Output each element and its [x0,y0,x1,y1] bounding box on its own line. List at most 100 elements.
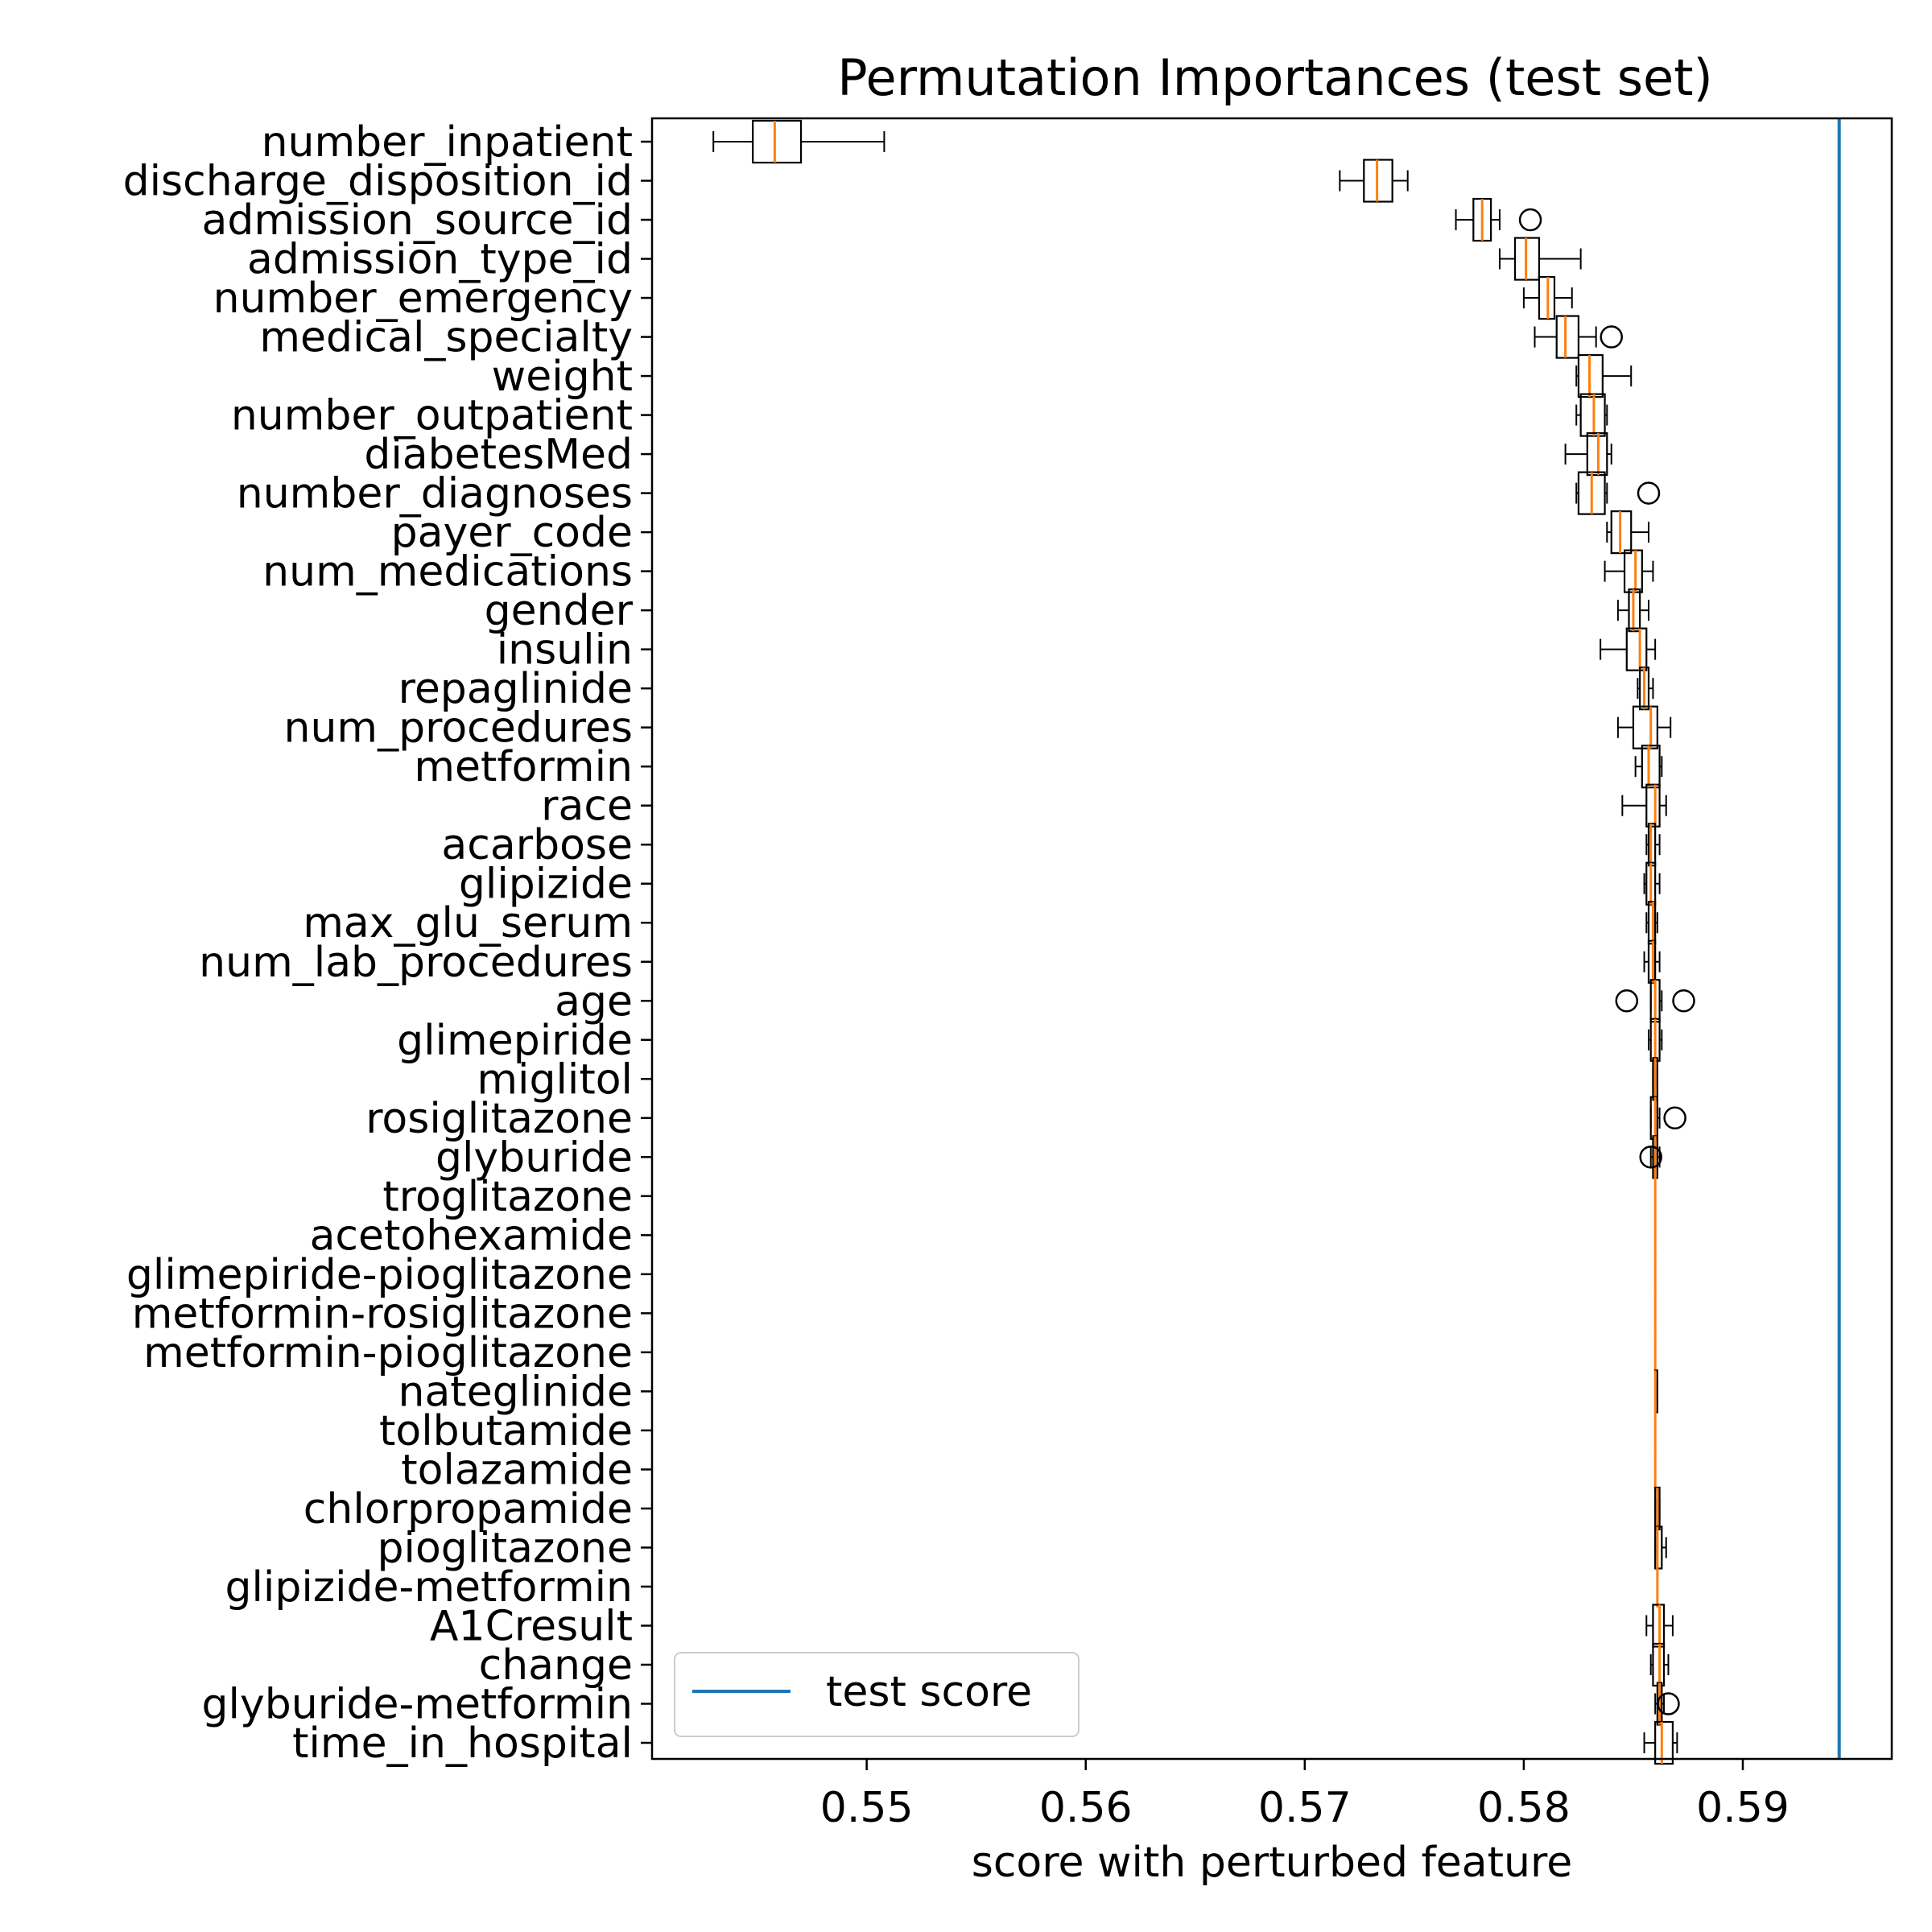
box-admission-source-id [1455,197,1542,242]
box-chlorpropamide [1654,1486,1661,1531]
legend-label-test-score: test score [826,1668,1032,1716]
y-tick-label-glimepiride-pioglitazone: glimepiride-pioglitazone [126,1251,633,1299]
y-tick-label-admission-source-id: admission_source_id [201,196,633,245]
box-number-inpatient [712,119,886,164]
y-tick-label-age: age [555,977,633,1026]
box-weight [1575,353,1633,398]
box-nateglinide [1653,1369,1658,1414]
x-tick-label: 0.56 [1039,1784,1133,1832]
y-tick-label-pioglitazone: pioglitazone [378,1524,633,1572]
box-number-diagnoses [1575,471,1661,515]
x-tick-label: 0.57 [1258,1784,1352,1832]
y-tick-label-acarbose: acarbose [441,821,633,869]
box-number-outpatient [1575,393,1608,437]
box-metformin [1634,745,1663,789]
y-tick-label-metformin-pioglitazone: metformin-pioglitazone [143,1329,633,1377]
y-tick-label-tolazamide: tolazamide [401,1446,633,1494]
outlier-point [1663,1106,1686,1130]
y-tick-label-diabetesmed: diabetesMed [364,431,633,479]
box-pioglitazone [1654,1525,1667,1570]
y-tick-label-glipizide: glipizide [459,861,633,909]
y-tick-label-num-procedures: num_procedures [284,704,634,753]
y-axis: number_inpatientdischarge_disposition_id… [123,118,652,1768]
y-tick-label-glyburide: glyburide [436,1133,633,1182]
x-tick-label: 0.55 [820,1784,914,1832]
y-tick-label-max-glu-serum: max_glu_serum [303,899,633,947]
y-tick-label-admission-type-id: admission_type_id [247,236,633,284]
y-tick-label-number-outpatient: number_outpatient [231,392,633,440]
outlier-point [1615,989,1639,1013]
box-glimepiride [1647,1018,1663,1062]
box-discharge-disposition-id [1339,159,1409,203]
box-gender [1616,588,1649,633]
plot-frame [650,117,1893,1761]
box-iqr [1641,745,1661,789]
box-iqr [1654,1720,1674,1765]
box-number-emergency [1522,275,1573,320]
y-tick-label-insulin: insulin [497,626,633,675]
y-tick-label-gender: gender [485,587,634,635]
box-num-medications [1604,549,1654,593]
box-payer-code [1606,510,1649,555]
y-tick-label-weight: weight [492,353,633,401]
box-glyburide-metformin [1654,1682,1680,1726]
y-tick-label-glyburide-metformin: glyburide-metformin [202,1680,633,1728]
y-tick-label-rosiglitazone: rosiglitazone [365,1095,633,1143]
x-axis-label: score with perturbed feature [972,1839,1572,1887]
y-tick-label-num-medications: num_medications [262,548,633,597]
legend: test score [674,1652,1080,1737]
box-num-procedures [1616,705,1672,749]
y-tick-label-troglitazone: troglitazone [382,1173,633,1221]
box-race [1621,783,1667,828]
box-a1cresult [1645,1604,1674,1648]
outlier-point [1600,325,1623,349]
box-rosiglitazone [1649,1096,1686,1140]
outlier-point [1639,1146,1662,1169]
box-repaglinide [1637,667,1654,711]
box-age [1615,979,1695,1023]
y-tick-label-time-in-hospital: time_in_hospital [292,1719,633,1768]
box-iqr [1632,705,1658,749]
box-max-glu-serum [1645,901,1658,945]
box-iqr [752,119,803,164]
box-medical-specialty [1534,315,1623,359]
y-tick-label-glipizide-metformin: glipizide-metformin [225,1563,633,1612]
outlier-point [1637,481,1661,505]
box-time-in-hospital [1643,1720,1678,1765]
plot-marks [712,118,1841,1765]
box-acarbose [1645,823,1661,867]
y-tick-label-payer-code: payer_code [391,509,633,557]
y-tick-label-number-emergency: number_emergency [213,275,633,323]
y-tick-label-miglitol: miglitol [477,1055,633,1104]
box-iqr [1623,549,1643,593]
y-tick-label-metformin: metformin [414,743,633,791]
outlier-point [1518,208,1542,232]
box-glyburide [1639,1135,1662,1179]
box-diabetesmed [1564,431,1612,477]
x-tick-label: 0.58 [1477,1784,1571,1832]
y-tick-label-chlorpropamide: chlorpropamide [303,1485,633,1534]
box-iqr [1555,315,1580,359]
box-admission-type-id [1498,237,1582,281]
box-iqr [1645,783,1661,828]
y-tick-label-race: race [541,782,633,831]
y-tick-label-a1cresult: A1Cresult [430,1602,633,1650]
y-tick-label-glimepiride: glimepiride [397,1017,633,1065]
y-tick-label-number-inpatient: number_inpatient [262,118,633,167]
y-tick-label-change: change [479,1641,633,1690]
outlier-point [1657,1692,1680,1715]
y-tick-label-num-lab-procedures: num_lab_procedures [199,939,633,987]
outlier-point [1672,989,1695,1013]
box-insulin [1600,627,1657,671]
box-num-lab-procedures [1643,939,1661,984]
y-tick-label-metformin-rosiglitazone: metformin-rosiglitazone [132,1290,633,1338]
x-axis: 0.55 0.56 0.57 0.58 0.59 [820,1759,1790,1832]
legend-box [674,1652,1080,1737]
y-tick-label-medical-specialty: medical_specialty [259,314,633,362]
box-iqr [1625,627,1648,671]
y-tick-label-nateglinide: nateglinide [398,1368,633,1416]
y-tick-label-repaglinide: repaglinide [398,665,633,713]
chart-title: Permutation Importances (test set) [837,48,1712,107]
y-tick-label-number-diagnoses: number_diagnoses [237,470,633,518]
